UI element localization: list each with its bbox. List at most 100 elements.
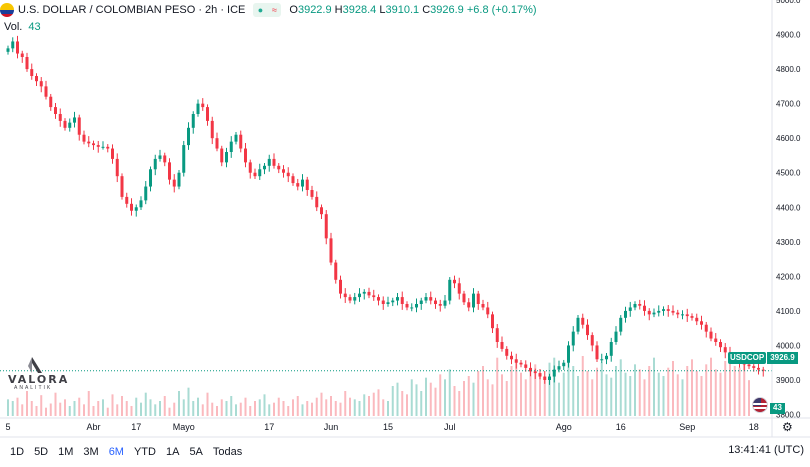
volume-bar <box>187 387 190 416</box>
candle-body <box>115 158 119 177</box>
candle-body <box>519 362 523 365</box>
volume-bar <box>420 391 423 416</box>
candle-body <box>63 120 67 128</box>
price-tick-label: 3900.0 <box>776 376 801 385</box>
candle-body <box>386 302 390 304</box>
volume-bar <box>296 396 299 416</box>
volume-bar <box>330 396 332 416</box>
timeframe-1d[interactable]: 1D <box>10 446 25 458</box>
volume-bar <box>406 394 408 416</box>
candle-body <box>429 297 433 301</box>
symbol-title[interactable]: U.S. DOLLAR / COLOMBIAN PESO · 2h · ICE <box>18 4 246 16</box>
timeframe-todas[interactable]: Todas <box>212 446 243 458</box>
volume-bar <box>7 399 9 416</box>
candle-body <box>685 314 689 317</box>
volume-bar <box>144 392 147 416</box>
volume-bar <box>121 396 123 416</box>
price-axis: 5000.0 4900.0 4800.0 4700.0 4600.0 4500.0 4400… <box>771 0 801 437</box>
volume-bar <box>301 404 304 416</box>
volume-bar <box>638 369 641 416</box>
price-tick-label: 4700.0 <box>776 100 801 109</box>
candle-body <box>358 293 361 298</box>
candle-body <box>533 371 537 374</box>
candle-body <box>277 165 281 170</box>
candle-body <box>125 196 129 204</box>
volume-bar <box>163 396 166 416</box>
candle-body <box>120 176 124 197</box>
volume-bar <box>534 364 537 416</box>
volume-bar <box>358 401 361 416</box>
candle-body <box>562 362 566 367</box>
volume-bar <box>87 391 90 416</box>
candle-body <box>714 338 718 342</box>
price-tick-label: 5000.0 <box>776 0 801 5</box>
volume-bar <box>629 376 632 416</box>
candle-body <box>339 279 342 294</box>
volume-bar <box>577 376 579 416</box>
volume-bar <box>667 367 670 416</box>
candle-body <box>761 369 765 371</box>
candle-body <box>130 203 133 211</box>
volume-bar <box>192 401 195 416</box>
logo-subtitle: ANALITIK <box>14 385 53 391</box>
candle-body <box>476 293 480 304</box>
candle-body <box>68 122 72 128</box>
candle-body <box>301 179 304 187</box>
candle-body <box>486 307 490 315</box>
volume-bar <box>543 377 546 416</box>
volume-bar <box>729 356 731 416</box>
volume-bar <box>410 379 413 416</box>
timeframe-1m[interactable]: 1M <box>58 446 74 458</box>
volume-bar <box>306 401 309 416</box>
candle-body <box>500 342 504 349</box>
volume-bar <box>401 391 404 416</box>
volume-bar <box>581 356 584 416</box>
candle-body <box>543 376 547 380</box>
volume-bar <box>705 364 708 416</box>
volume-bar <box>225 401 228 416</box>
gear-icon[interactable]: ⚙ <box>782 420 793 434</box>
volume-bar <box>26 391 28 416</box>
volume-bar <box>524 379 527 416</box>
candle-body <box>44 86 48 97</box>
candle-body <box>557 366 561 370</box>
candle-body <box>614 331 618 342</box>
candle-body <box>719 342 722 348</box>
candle-body <box>405 304 409 308</box>
timeframe-3m[interactable]: 3M <box>83 446 99 458</box>
timeframe-1a[interactable]: 1A <box>165 446 180 458</box>
volume-bar <box>624 372 627 416</box>
candle-body <box>643 305 646 311</box>
candle-body <box>624 310 627 318</box>
timeframe-5d[interactable]: 5D <box>34 446 49 458</box>
candle-body <box>662 309 665 311</box>
volume-bar <box>235 404 237 416</box>
price-tick-label: 3800.0 <box>776 411 801 420</box>
volume-bar <box>273 402 275 416</box>
volume-bar <box>363 394 366 416</box>
chart-legend: U.S. DOLLAR / COLOMBIAN PESO · 2h · ICE … <box>0 2 537 18</box>
timeframe-ytd[interactable]: YTD <box>133 446 156 458</box>
volume-bar <box>548 362 551 416</box>
volume-bar <box>463 381 465 416</box>
valora-logo-icon <box>28 357 42 373</box>
timeframe-6m[interactable]: 6M <box>108 446 124 458</box>
candle-body <box>586 324 589 336</box>
candle-body <box>576 317 580 332</box>
volume-bars <box>7 356 750 416</box>
status-dots-icon[interactable]: ● ≈ <box>253 3 282 17</box>
candle-body <box>647 310 651 315</box>
candle-body <box>514 359 518 363</box>
time-tick-label: Mayo <box>173 422 195 432</box>
candle-body <box>438 304 442 306</box>
candle-body <box>206 107 209 121</box>
volume-bar <box>429 382 432 416</box>
candle-body <box>481 304 485 308</box>
candle-body <box>310 190 314 197</box>
volume-bar <box>719 372 722 416</box>
volume-bar <box>277 397 280 416</box>
candle-body <box>6 48 10 52</box>
timeframe-5a[interactable]: 5A <box>189 446 203 458</box>
volume-bar <box>558 382 560 416</box>
